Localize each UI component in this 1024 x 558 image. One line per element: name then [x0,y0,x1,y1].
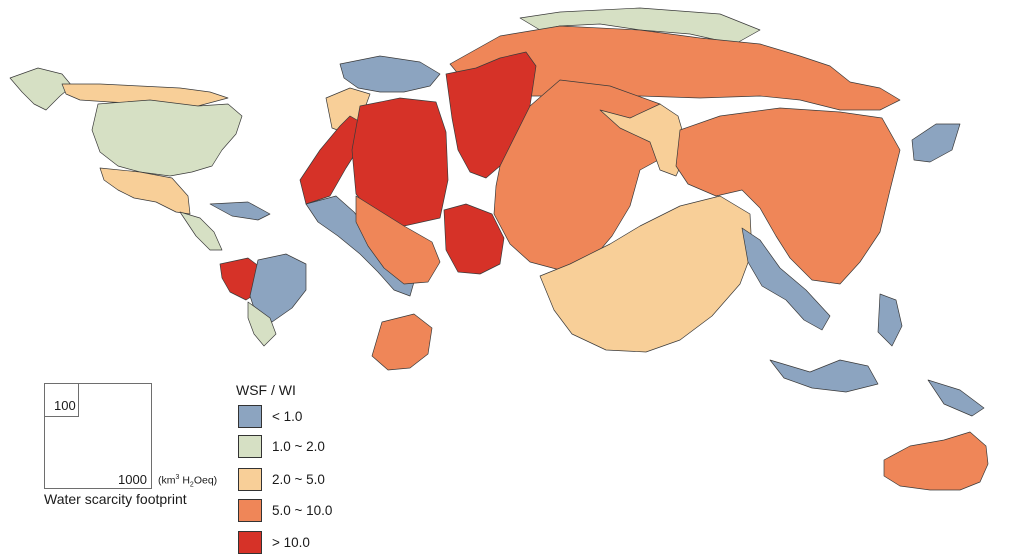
scale-label-small: 100 [54,398,76,413]
scale-box-large [44,383,152,489]
region-west-africa [305,195,415,297]
region-philippines [877,293,903,347]
legend-swatch [238,404,262,428]
legend-label: < 1.0 [272,408,303,424]
legend-item: 1.0 ~ 2.0 [238,434,325,458]
region-china [675,107,901,285]
region-europe [339,55,441,93]
legend-swatch [238,530,262,554]
region-india [539,195,753,353]
region-japan [911,123,961,163]
legend-label: 5.0 ~ 10.0 [272,502,333,518]
legend-label: 1.0 ~ 2.0 [272,438,325,454]
legend-swatch [238,434,262,458]
scale-label-large: 1000 [118,472,147,487]
legend-swatch [238,498,262,522]
region-brazil [249,253,307,323]
legend-label: 2.0 ~ 5.0 [272,471,325,487]
region-southeast-asia [741,227,831,331]
legend-item: < 1.0 [238,404,302,428]
region-central-africa [355,195,441,285]
legend-item: 2.0 ~ 5.0 [238,467,325,491]
legend-title: WSF / WI [236,382,296,398]
region-southern-africa [371,313,433,371]
region-southern-america [247,301,277,347]
region-png [927,379,985,417]
legend-label: > 10.0 [272,534,310,550]
region-indonesia [769,359,879,393]
legend-item: 5.0 ~ 10.0 [238,498,332,522]
region-caribbean [209,201,271,221]
scale-unit: (km3 H2Oeq) [158,474,218,489]
scale-caption: Water scarcity footprint [44,491,187,507]
region-usa [91,99,243,177]
region-sahara [351,97,449,227]
region-australia [883,431,989,491]
region-mexico [99,167,191,215]
legend-swatch [238,467,262,491]
region-alaska [9,67,73,111]
region-arabia [443,203,505,275]
region-central-america [179,211,223,251]
legend-item: > 10.0 [238,530,310,554]
region-canada [61,83,229,107]
scale-box-small [44,383,79,417]
